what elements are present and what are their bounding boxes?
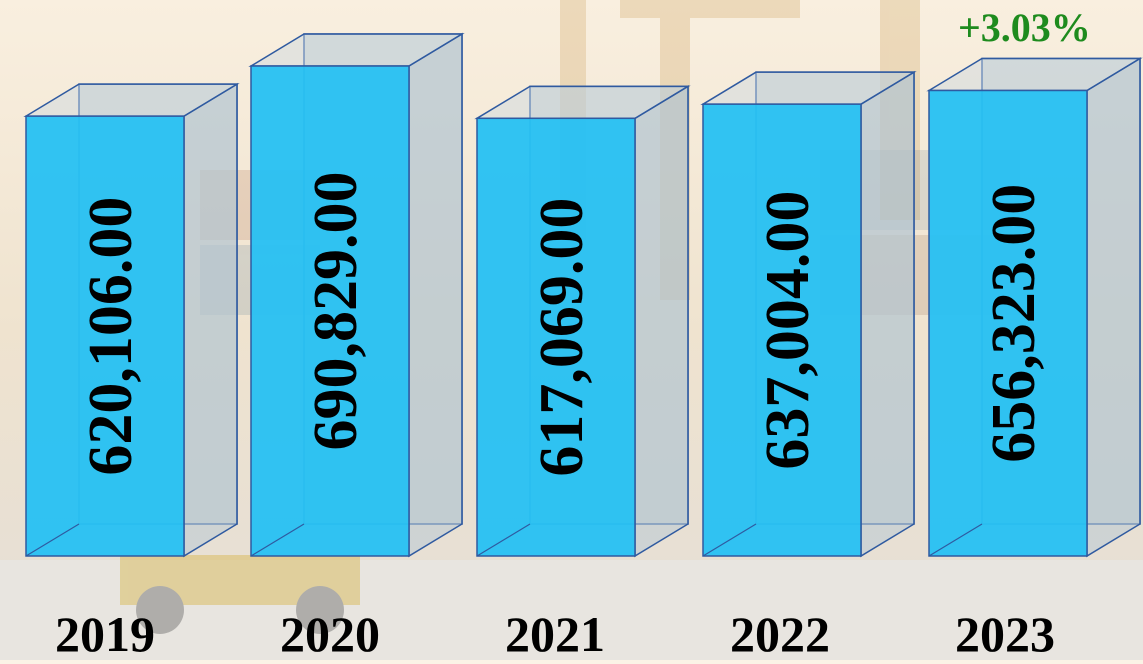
data-label: 617,069.00 <box>528 198 596 477</box>
bar <box>700 70 917 558</box>
bar-side-face <box>860 70 915 558</box>
bar-front-face <box>928 89 1088 557</box>
bar-side-face <box>408 32 463 558</box>
bar-side-face <box>634 84 689 558</box>
bar-side-face <box>1086 57 1141 558</box>
data-label: 656,323.00 <box>980 184 1048 463</box>
growth-annotation: +3.03% <box>958 5 1091 50</box>
bar <box>248 32 465 558</box>
x-tick-label: 2022 <box>730 606 830 662</box>
data-label: 620,106.00 <box>77 197 145 476</box>
bar-front-face <box>476 117 636 557</box>
x-tick-label: 2020 <box>280 606 380 662</box>
bar-front-face <box>702 103 862 557</box>
forklift-silhouette <box>120 555 360 634</box>
bar-side-face <box>183 82 238 558</box>
x-tick-label: 2019 <box>55 606 155 662</box>
bar-edge <box>476 523 531 557</box>
bar <box>926 57 1143 558</box>
bar <box>474 84 691 558</box>
bar-edge <box>928 523 983 557</box>
bar <box>23 82 240 558</box>
data-label: 637,004.00 <box>754 191 822 470</box>
data-label: 690,829.00 <box>302 172 370 451</box>
x-tick-label: 2021 <box>505 606 605 662</box>
x-tick-label: 2023 <box>955 606 1055 662</box>
bar-edge <box>250 523 305 557</box>
bar-edge <box>25 523 80 557</box>
bar-edge <box>702 523 757 557</box>
bar-front-face <box>250 65 410 557</box>
bar-front-face <box>25 115 185 557</box>
